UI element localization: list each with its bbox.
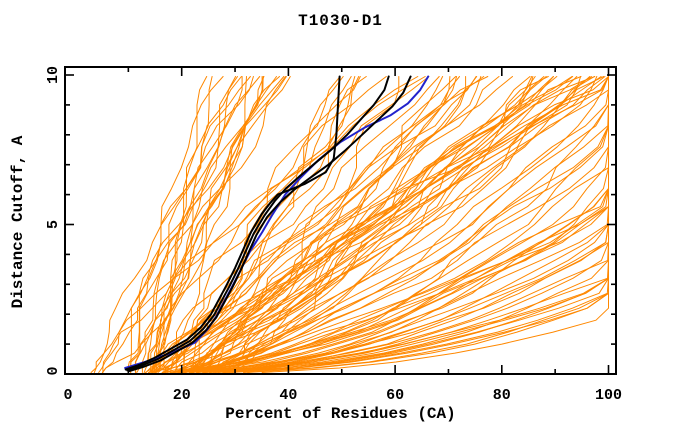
prediction-curve [193,76,451,373]
prediction-curve [174,76,489,373]
y-tick-label: 0 [45,366,62,375]
prediction-curve [136,76,291,373]
prediction-curve [183,76,536,373]
curves-layer [90,75,609,373]
prediction-curve [90,76,254,373]
prediction-curve [214,76,578,373]
prediction-curve [155,76,285,373]
prediction-curve [167,76,440,373]
x-tick-label: 0 [63,387,72,404]
prediction-curve [135,76,243,373]
prediction-curve [130,76,251,373]
prediction-curve [213,76,533,373]
prediction-curve [191,76,609,373]
prediction-curve [98,76,419,373]
prediction-curve [147,76,609,373]
reference-model-3 [128,75,412,372]
prediction-curve [102,76,261,373]
prediction-curve [152,76,237,373]
prediction-curve [215,76,609,373]
tick-labels-layer: 0 20 40 60 80 100 0 5 10 [45,66,622,404]
prediction-curve [93,76,280,373]
prediction-curve [178,76,609,373]
plot-frame [64,66,617,375]
chart-title: T1030-D1 [298,12,383,30]
prediction-curve [153,76,574,373]
x-axis-title: Percent of Residues (CA) [225,405,456,423]
x-tick-label: 60 [386,387,404,404]
prediction-curve [141,76,287,373]
y-tick-label: 5 [45,220,62,229]
prediction-curve [134,76,242,373]
y-axis-title: Distance Cutoff, A [9,135,27,309]
prediction-curve [181,76,549,373]
x-tick-label: 20 [173,387,191,404]
prediction-curve [152,76,477,373]
x-tick-label: 40 [279,387,297,404]
prediction-curve [102,76,426,373]
prediction-curve [243,76,609,373]
prediction-curve [130,76,265,373]
prediction-curve [178,76,573,373]
prediction-curve [154,76,247,373]
prediction-curve [231,76,591,373]
prediction-curve [210,76,596,373]
prediction-curve [217,76,605,373]
ticks-layer [65,67,616,374]
prediction-curve [180,76,609,373]
x-tick-label: 100 [595,387,622,404]
x-tick-label: 80 [493,387,511,404]
prediction-curve [192,76,367,373]
reference-model-2 [126,75,390,372]
prediction-curve [183,76,609,373]
highlight-model-blue [124,75,430,369]
prediction-curve [228,76,606,373]
prediction-curve [153,76,444,373]
y-tick-label: 10 [45,66,62,84]
prediction-curve [101,76,361,373]
prediction-curve [143,76,286,373]
prediction-curve [217,76,609,373]
